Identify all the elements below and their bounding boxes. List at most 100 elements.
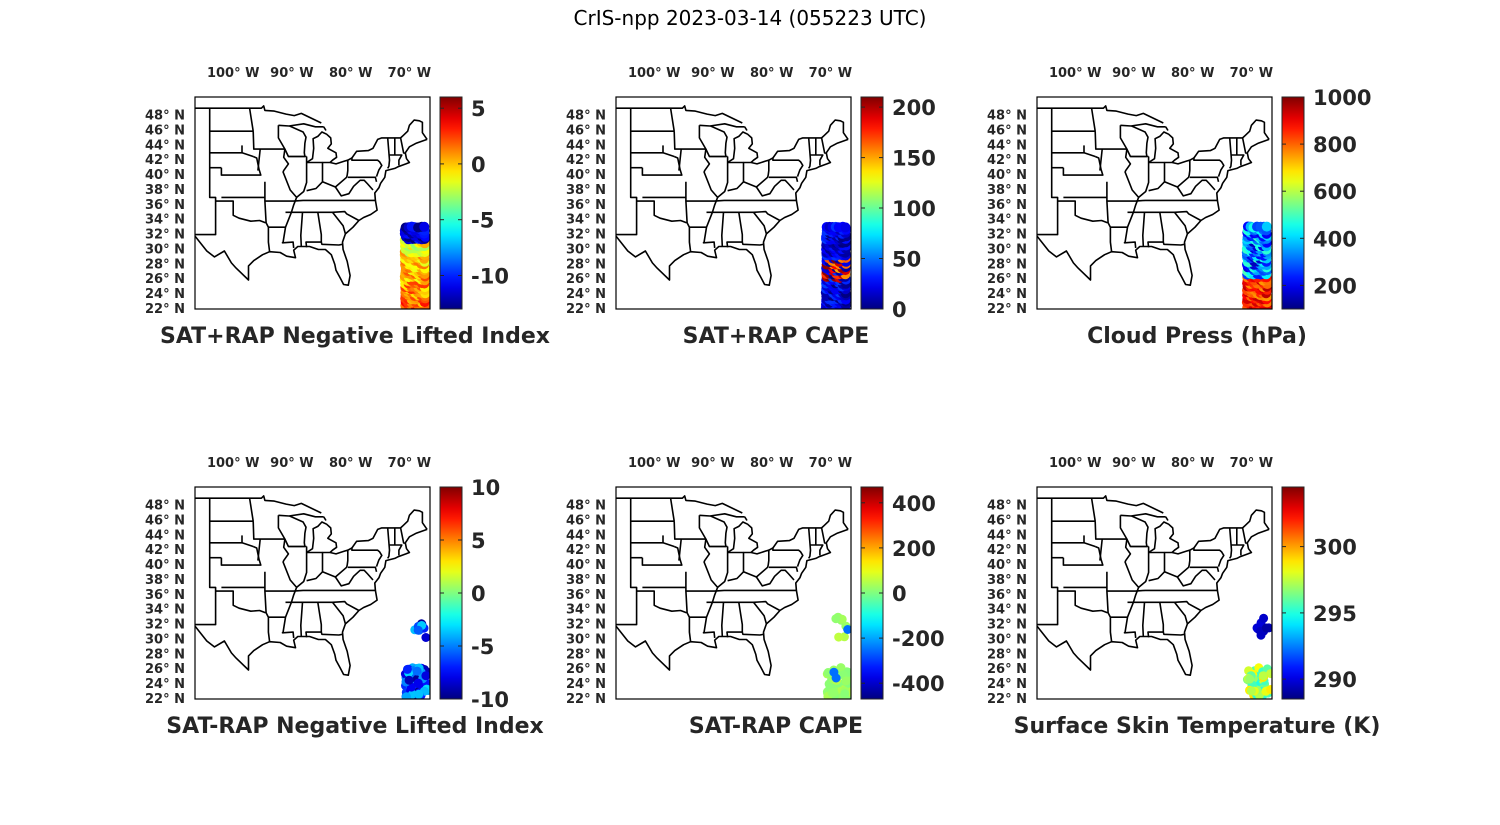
panel-title: SAT+RAP CAPE xyxy=(682,324,870,349)
boundary-line xyxy=(1106,571,1113,642)
boundary-line xyxy=(389,544,403,556)
latitude-tick-label: 28° N xyxy=(566,257,606,272)
boundary-line xyxy=(1189,566,1220,572)
latitude-tick-label: 48° N xyxy=(145,499,185,514)
boundary-line xyxy=(768,157,804,177)
longitude-tick-label: 80° W xyxy=(1171,456,1214,471)
longitude-tick-label: 90° W xyxy=(270,456,313,471)
boundary-line xyxy=(706,600,781,612)
observation-point xyxy=(412,666,422,676)
panel-title: SAT+RAP Negative Lifted Index xyxy=(160,324,550,349)
latitude-tick-label: 46° N xyxy=(566,514,606,529)
boundary-line xyxy=(772,509,849,549)
boundary-line xyxy=(741,241,764,246)
boundary-line xyxy=(616,498,638,626)
map-frame xyxy=(194,486,431,700)
boundary-line xyxy=(306,131,338,164)
observation-point xyxy=(1258,671,1268,681)
longitude-tick-label: 100° W xyxy=(207,456,260,471)
boundary-line xyxy=(306,521,338,554)
boundary-line xyxy=(820,137,827,155)
colorbar-tick-label: 5 xyxy=(471,529,486,553)
boundary-line xyxy=(264,589,376,592)
boundary-line xyxy=(1099,539,1103,561)
observation-point xyxy=(834,632,844,642)
boundary-line xyxy=(741,631,764,636)
boundary-line xyxy=(347,176,378,182)
colorbar-tick-label: 5 xyxy=(471,97,486,121)
colorbar-tick-label: 200 xyxy=(892,537,936,561)
latitude-tick-label: 32° N xyxy=(145,618,185,633)
boundary-line xyxy=(1037,138,1270,286)
boundary-line xyxy=(1231,154,1245,166)
boundary-line xyxy=(706,210,781,222)
boundary-line xyxy=(1037,528,1270,676)
latitude-tick-label: 34° N xyxy=(145,603,185,618)
boundary-line xyxy=(1173,601,1189,625)
boundary-line xyxy=(300,212,304,247)
boundary-line xyxy=(1106,199,1218,202)
observation-point xyxy=(1246,686,1256,696)
observation-point xyxy=(840,689,850,699)
boundary-line xyxy=(296,156,308,199)
boundary-line xyxy=(743,159,770,188)
longitude-tick-label: 70° W xyxy=(388,66,431,81)
latitude-tick-label: 26° N xyxy=(566,662,606,677)
state-boundaries xyxy=(1037,495,1270,676)
longitude-tick-label: 90° W xyxy=(691,456,734,471)
boundary-line xyxy=(1148,131,1180,164)
latitude-tick-label: 46° N xyxy=(987,514,1027,529)
boundary-line xyxy=(1120,123,1166,128)
boundary-line xyxy=(1241,527,1248,545)
colorbar-tick-label: 0 xyxy=(471,153,486,177)
latitude-tick-label: 34° N xyxy=(566,603,606,618)
boundary-line xyxy=(220,155,262,176)
boundary-line xyxy=(1142,212,1146,247)
longitude-tick-label: 70° W xyxy=(809,456,852,471)
map-frame xyxy=(615,486,852,700)
longitude-tick-label: 80° W xyxy=(329,66,372,81)
observation-point xyxy=(402,692,411,699)
colorbar-tick-label: 600 xyxy=(1313,180,1357,204)
map-background xyxy=(616,487,851,699)
latitude-tick-label: 44° N xyxy=(987,138,1027,153)
colorbar-tick-label: 10 xyxy=(471,476,500,500)
boundary-line xyxy=(673,521,706,540)
panel-cloud-press: 100° W 90° W 80° W 70° W 48° N 46° N 44° N 42° … xyxy=(982,60,1452,360)
boundary-line xyxy=(636,200,687,224)
observation-point xyxy=(831,673,841,683)
latitude-tick-label: 34° N xyxy=(987,603,1027,618)
boundary-line xyxy=(1147,602,1165,638)
latitude-tick-label: 48° N xyxy=(566,109,606,124)
latitude-tick-label: 32° N xyxy=(987,618,1027,633)
boundary-line xyxy=(673,131,706,150)
boundary-line xyxy=(755,179,795,197)
latitude-tick-label: 40° N xyxy=(145,558,185,573)
boundary-line xyxy=(1193,119,1270,159)
boundary-line xyxy=(320,631,343,636)
boundary-line xyxy=(727,521,759,554)
boundary-line xyxy=(278,513,324,518)
boundary-line xyxy=(717,546,729,589)
boundary-line xyxy=(331,601,347,625)
boundary-line xyxy=(305,212,323,248)
map-background xyxy=(1037,97,1272,309)
observation-point xyxy=(1266,685,1272,694)
latitude-tick-label: 28° N xyxy=(987,647,1027,662)
boundary-line xyxy=(1106,181,1113,252)
latitude-tick-label: 24° N xyxy=(145,287,185,302)
boundary-line xyxy=(768,176,799,182)
boundary-line xyxy=(807,137,812,169)
boundary-line xyxy=(810,154,824,166)
latitude-tick-label: 24° N xyxy=(566,677,606,692)
latitude-tick-label: 36° N xyxy=(566,198,606,213)
boundary-line xyxy=(215,200,266,224)
panel-title: SAT-RAP CAPE xyxy=(688,714,864,739)
boundary-line xyxy=(300,602,304,637)
boundary-line xyxy=(1131,515,1149,547)
boundary-line xyxy=(1165,126,1169,131)
latitude-tick-label: 30° N xyxy=(987,633,1027,648)
observation-point xyxy=(1259,613,1269,623)
boundary-line xyxy=(1099,149,1103,171)
longitude-tick-label: 80° W xyxy=(329,456,372,471)
